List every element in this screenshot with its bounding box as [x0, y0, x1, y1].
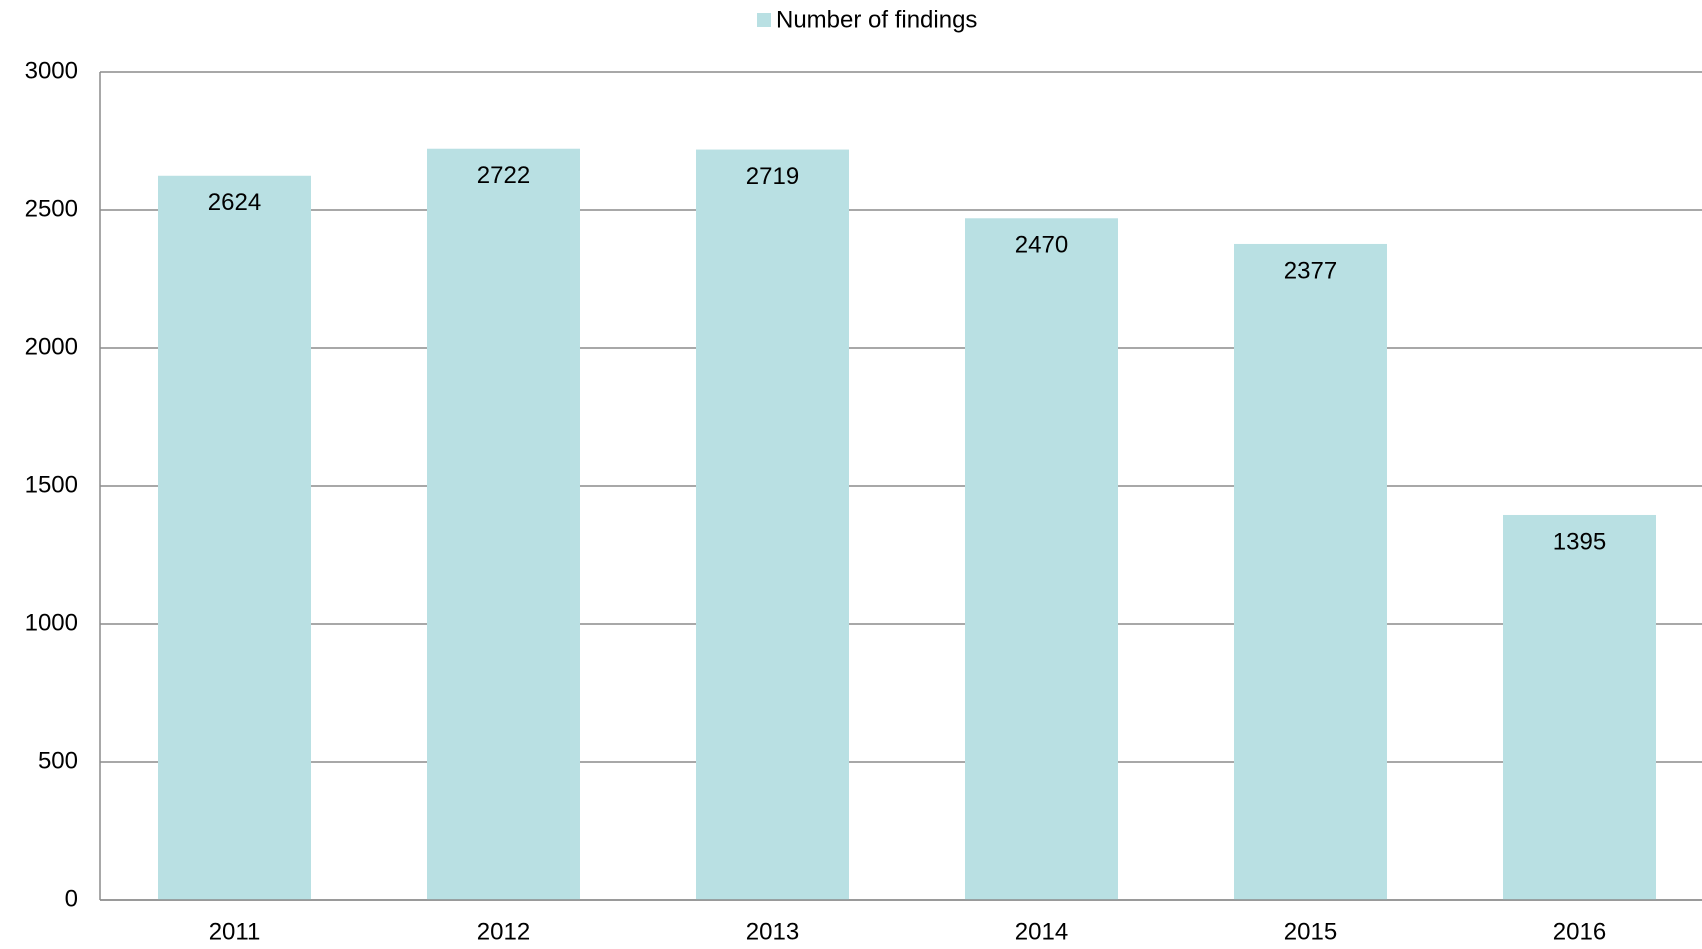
data-label: 2624: [208, 189, 261, 216]
y-tick-label: 0: [65, 885, 78, 912]
y-tick-label: 1000: [25, 609, 78, 636]
x-tick-label: 2011: [209, 918, 261, 945]
y-tick-label: 2000: [25, 333, 78, 360]
x-tick-label: 2013: [746, 918, 799, 945]
data-label: 2722: [477, 162, 530, 189]
y-tick-label: 1500: [25, 471, 78, 498]
x-tick-label: 2012: [477, 918, 530, 945]
bar: [1503, 514, 1656, 900]
bar: [965, 218, 1118, 900]
bar: [427, 148, 580, 900]
bar: [158, 175, 311, 900]
x-tick-label: 2015: [1284, 918, 1337, 945]
x-tick-label: 2014: [1015, 918, 1068, 945]
data-label: 2377: [1284, 257, 1337, 284]
bar: [1234, 243, 1387, 900]
legend-label: Number of findings: [776, 6, 977, 33]
data-label: 2719: [746, 163, 799, 190]
x-tick-label: 2016: [1553, 918, 1606, 945]
y-tick-label: 500: [38, 747, 78, 774]
data-label: 1395: [1553, 528, 1606, 555]
data-label: 2470: [1015, 232, 1068, 259]
y-tick-label: 2500: [25, 195, 78, 222]
y-tick-label: 3000: [25, 57, 78, 84]
legend-swatch: [757, 13, 771, 27]
bar: [696, 149, 849, 900]
